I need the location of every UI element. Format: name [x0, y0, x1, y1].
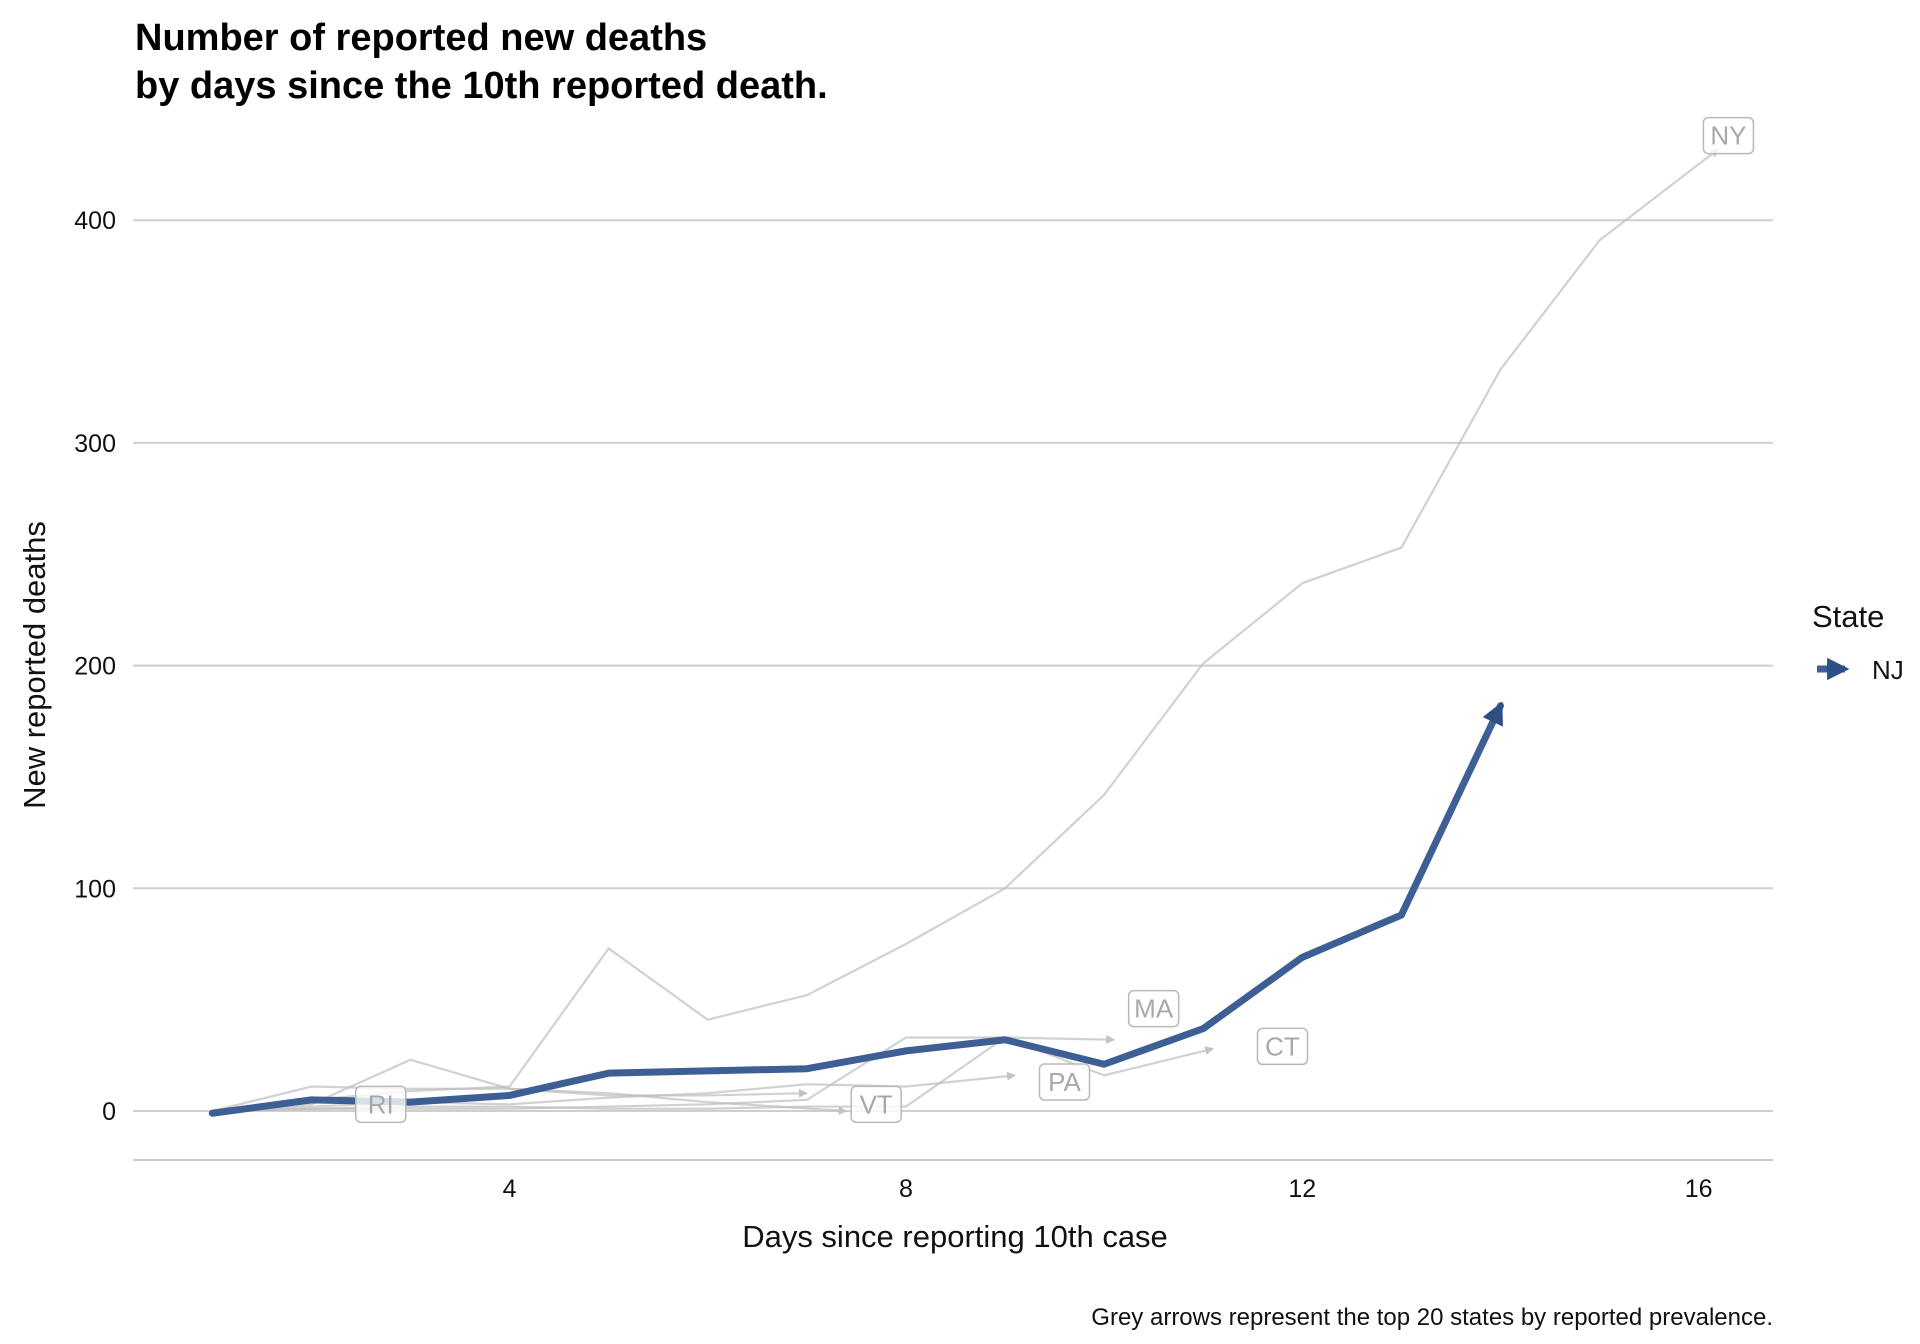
legend-title: State	[1812, 599, 1884, 634]
chart-caption: Grey arrows represent the top 20 states …	[1091, 1304, 1773, 1331]
background-series-group	[212, 148, 1720, 1115]
series-label-text: RI	[368, 1089, 394, 1119]
y-tick-label: 0	[102, 1098, 116, 1126]
series-label-text: NY	[1710, 121, 1746, 151]
series-label-box	[354, 1085, 407, 1124]
x-tick-label: 8	[899, 1175, 913, 1203]
y-tick-label: 200	[74, 653, 116, 681]
series-label-text: VT	[860, 1089, 893, 1119]
background-labels-group: NY MA CT PA VT RI	[354, 116, 1755, 1124]
series-line-ri	[212, 1085, 808, 1113]
gridlines	[133, 219, 1773, 1113]
series-label-ct: CT	[1256, 1027, 1309, 1066]
series-label-box	[1702, 116, 1755, 155]
x-axis-ticks: 4 8 12 16	[503, 1175, 1713, 1203]
series-label-ma: MA	[1127, 989, 1180, 1028]
chart-title-line-1: Number of reported new deaths	[135, 17, 707, 59]
legend-label-nj: NJ	[1872, 655, 1904, 685]
series-label-text: CT	[1265, 1031, 1300, 1061]
series-label-ri: RI	[354, 1085, 407, 1124]
y-tick-label: 100	[74, 875, 116, 903]
highlight-series-group	[208, 701, 1504, 1117]
x-tick-label: 12	[1288, 1175, 1316, 1203]
series-line-nj	[208, 701, 1504, 1117]
x-tick-label: 16	[1685, 1175, 1713, 1203]
series-label-pa: PA	[1038, 1063, 1091, 1101]
x-axis-title: Days since reporting 10th case	[742, 1219, 1168, 1254]
x-tick-label: 4	[503, 1175, 517, 1203]
y-axis-title: New reported deaths	[17, 521, 52, 809]
series-line-ny	[212, 148, 1720, 1113]
y-tick-label: 400	[74, 207, 116, 235]
y-axis-ticks: 0 100 200 300 400	[74, 207, 116, 1126]
y-tick-label: 300	[74, 430, 116, 458]
series-label-box	[1256, 1027, 1309, 1066]
series-label-box	[1038, 1063, 1091, 1101]
legend: State NJ	[1812, 599, 1904, 685]
series-label-box	[1127, 989, 1180, 1028]
series-label-text: PA	[1048, 1067, 1081, 1097]
chart-title-line-2: by days since the 10th reported death.	[135, 65, 828, 107]
series-label-vt: VT	[850, 1085, 902, 1124]
series-label-ny: NY	[1702, 116, 1755, 155]
series-label-text: MA	[1134, 994, 1174, 1024]
series-label-box	[850, 1085, 902, 1124]
